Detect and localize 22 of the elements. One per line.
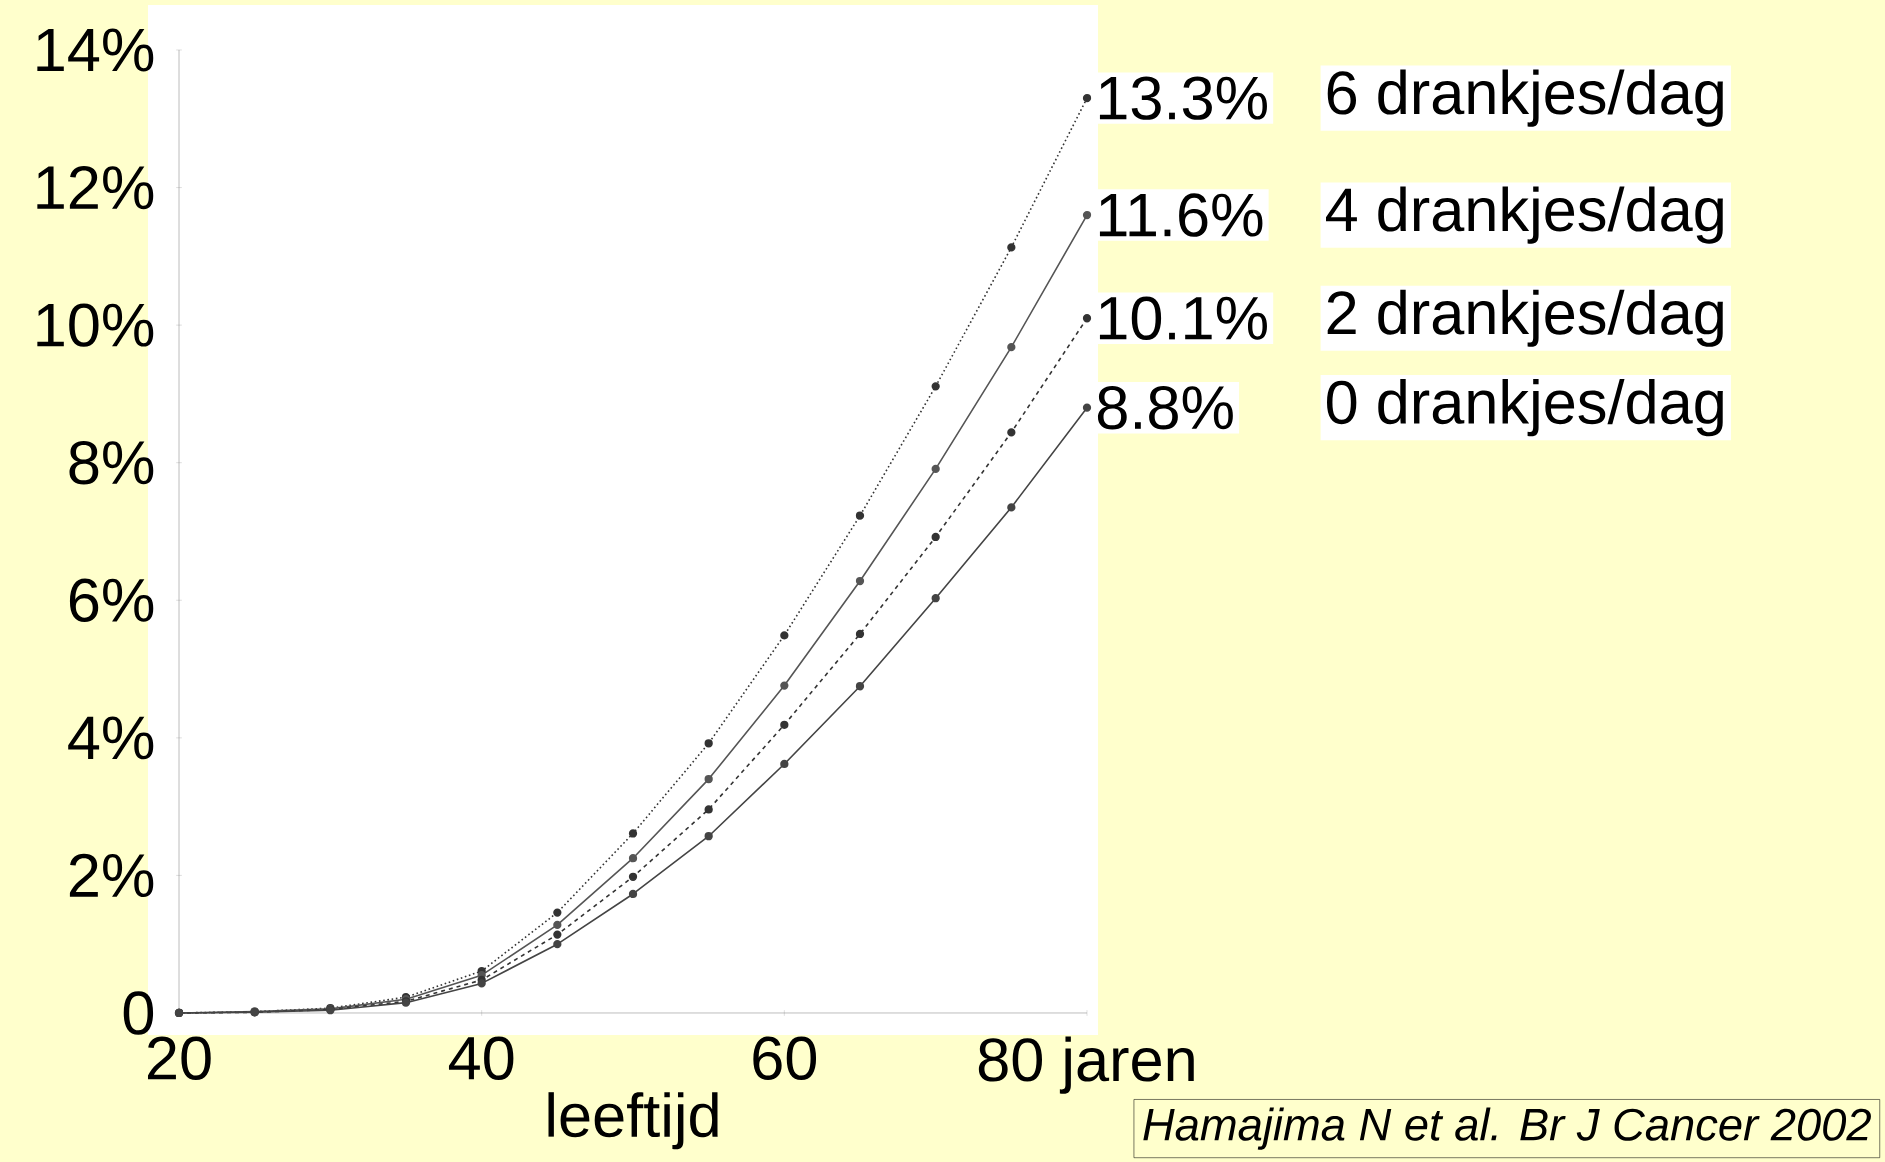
y-tick-label: 0	[123, 991, 154, 1035]
y-tick-label: 10%	[37, 303, 154, 347]
x-tick-label: 80 jaren	[978, 1036, 1194, 1094]
text: 2 drankjes/dag	[1327, 289, 1723, 347]
text: 6 drankjes/dag	[1327, 69, 1723, 127]
y-tick-label: 6%	[69, 578, 154, 622]
text: Hamajima N et al. Br J Cancer 2002	[1143, 1107, 1871, 1150]
x-tick-label: 60	[753, 1036, 817, 1080]
text: 4 drankjes/dag	[1326, 186, 1723, 244]
x-tick-label: 20	[147, 1036, 211, 1080]
data-label: 13.3%	[1099, 76, 1267, 120]
x-axis-title: leeftijd	[548, 1092, 718, 1150]
data-label: 11.6%	[1099, 193, 1263, 237]
x-tick-label: 40	[448, 1036, 514, 1080]
y-tick-label: 4%	[68, 716, 154, 760]
y-tick-label: 12%	[37, 165, 154, 210]
text: 0 drankjes/dag	[1327, 379, 1723, 437]
data-label: 10.1%	[1099, 296, 1267, 340]
y-tick-label: 14%	[37, 28, 154, 72]
y-tick-label: 8%	[69, 440, 154, 485]
data-label: 8.8%	[1097, 385, 1233, 430]
y-tick-label: 2%	[69, 853, 154, 897]
